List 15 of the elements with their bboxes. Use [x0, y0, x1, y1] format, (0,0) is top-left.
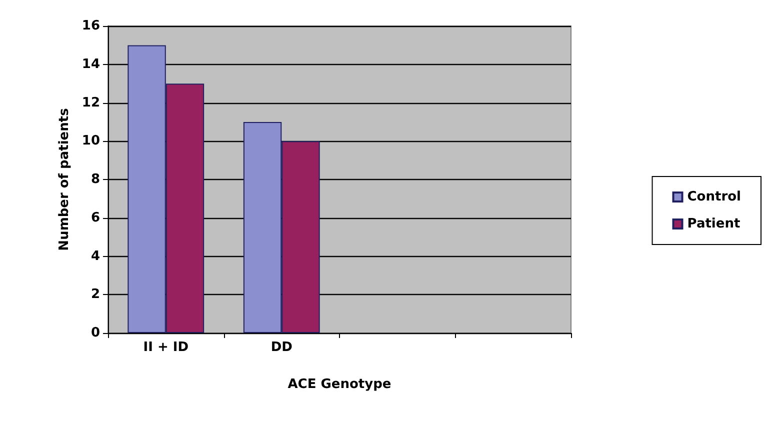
- y-tick-label: 8: [90, 172, 100, 187]
- y-tick-label: 14: [82, 56, 100, 72]
- x-tick-label: II + ID: [143, 340, 189, 355]
- legend-label: Patient: [687, 216, 740, 232]
- x-axis-title: ACE Genotype: [288, 377, 392, 392]
- y-tick-label: 10: [82, 134, 100, 149]
- y-tick-label: 4: [90, 248, 100, 264]
- y-axis-title: Number of patients: [57, 108, 72, 251]
- legend-label: Control: [687, 190, 742, 204]
- y-tick-label: 6: [90, 210, 100, 226]
- y-tick-label: 16: [82, 18, 100, 34]
- y-tick-label: 2: [90, 287, 100, 302]
- x-tick-label: DD: [270, 340, 293, 355]
- y-tick-label: 12: [82, 95, 100, 110]
- y-tick-label: 0: [90, 326, 100, 340]
